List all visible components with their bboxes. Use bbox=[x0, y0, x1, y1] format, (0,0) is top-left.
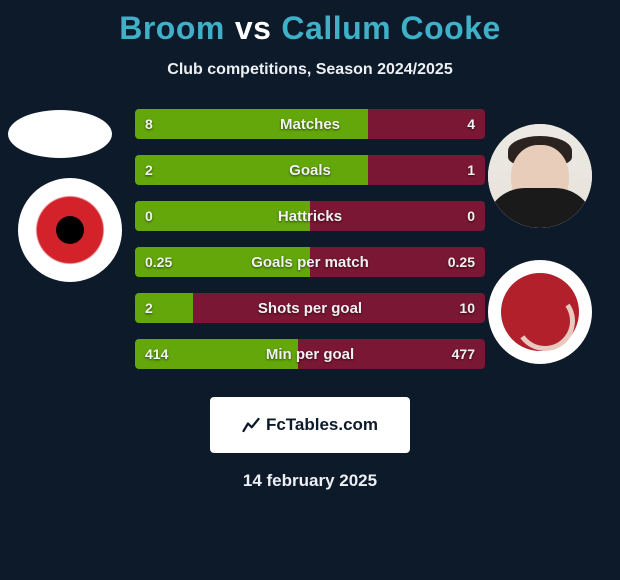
page-title: Broom vs Callum Cooke bbox=[0, 0, 620, 47]
stat-value-right: 4 bbox=[467, 116, 475, 132]
brand-text: FcTables.com bbox=[266, 415, 378, 435]
stat-value-right: 10 bbox=[459, 300, 475, 316]
stat-bar-left bbox=[135, 293, 193, 323]
brand-badge: FcTables.com bbox=[210, 397, 410, 453]
title-vs: vs bbox=[235, 10, 272, 47]
stat-label: Min per goal bbox=[266, 346, 354, 363]
stat-value-left: 8 bbox=[145, 116, 153, 132]
stat-value-left: 0 bbox=[145, 208, 153, 224]
stat-row: 2 10 Shots per goal bbox=[135, 293, 485, 323]
stat-row: 414 477 Min per goal bbox=[135, 339, 485, 369]
player-face-icon bbox=[488, 124, 592, 228]
stat-label: Goals bbox=[289, 162, 331, 179]
stat-row: 0.25 0.25 Goals per match bbox=[135, 247, 485, 277]
fleetwood-crest-icon: fc bbox=[28, 188, 112, 272]
stats-section: 8 4 Matches 2 1 Goals 0 0 Hattricks 0.25 0.25 Goals… bbox=[135, 109, 485, 369]
date-label: 14 february 2025 bbox=[0, 471, 620, 491]
stat-label: Matches bbox=[280, 116, 340, 133]
subtitle: Club competitions, Season 2024/2025 bbox=[0, 61, 620, 79]
stat-value-right: 1 bbox=[467, 162, 475, 178]
stat-value-right: 477 bbox=[452, 346, 475, 362]
morecambe-crest-icon bbox=[498, 270, 582, 354]
stat-row: 0 0 Hattricks bbox=[135, 201, 485, 231]
stat-value-left: 2 bbox=[145, 300, 153, 316]
stat-value-left: 0.25 bbox=[145, 254, 172, 270]
stat-value-right: 0.25 bbox=[448, 254, 475, 270]
stat-row: 2 1 Goals bbox=[135, 155, 485, 185]
left-player-avatar bbox=[8, 110, 112, 158]
title-player2: Callum Cooke bbox=[281, 10, 500, 47]
right-team-crest bbox=[488, 260, 592, 364]
right-player-avatar bbox=[488, 124, 592, 228]
stat-bar-left bbox=[135, 155, 368, 185]
chart-icon bbox=[242, 416, 260, 434]
stat-label: Shots per goal bbox=[258, 300, 362, 317]
left-team-crest: fc bbox=[18, 178, 122, 282]
stat-row: 8 4 Matches bbox=[135, 109, 485, 139]
stat-value-left: 414 bbox=[145, 346, 168, 362]
stat-label: Goals per match bbox=[251, 254, 369, 271]
stat-value-left: 2 bbox=[145, 162, 153, 178]
stat-label: Hattricks bbox=[278, 208, 342, 225]
stat-value-right: 0 bbox=[467, 208, 475, 224]
title-player1: Broom bbox=[119, 10, 225, 47]
